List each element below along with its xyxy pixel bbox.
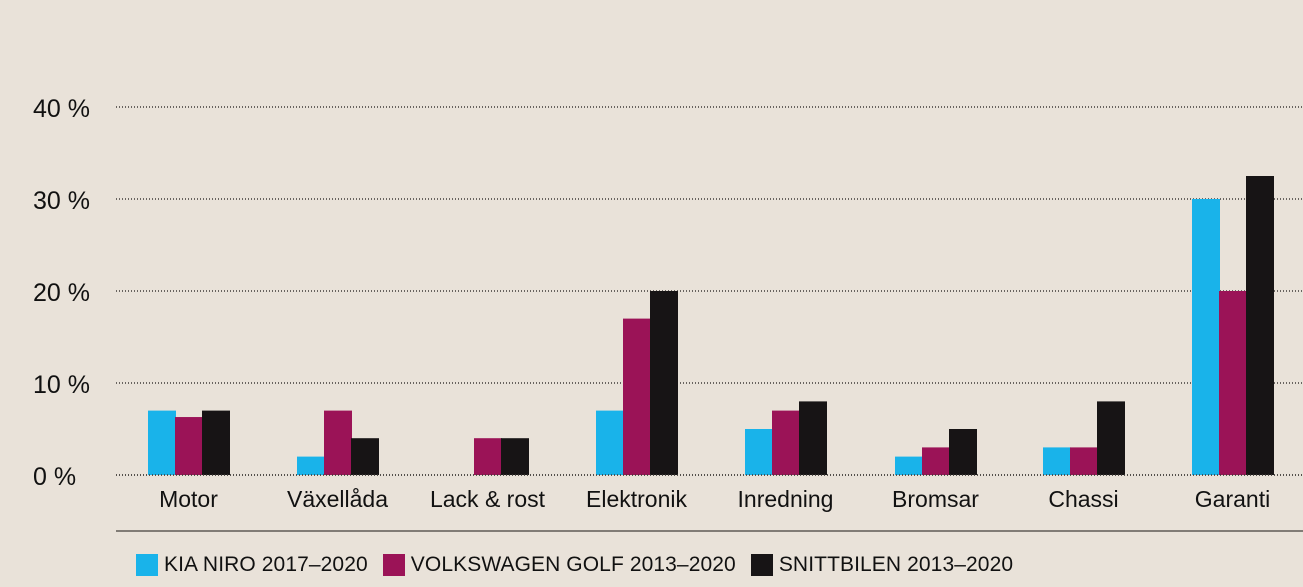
x-tick-label: Garanti xyxy=(1195,486,1270,512)
legend-item: VOLKSWAGEN GOLF 2013–2020 xyxy=(382,553,736,577)
bar xyxy=(1043,447,1071,475)
x-tick-label: Lack & rost xyxy=(430,486,546,512)
bar xyxy=(351,438,379,475)
x-tick-label: Bromsar xyxy=(892,486,979,512)
x-tick-label: Elektronik xyxy=(586,486,687,512)
bar xyxy=(799,401,827,475)
bar xyxy=(922,447,950,475)
legend-item: SNITTBILEN 2013–2020 xyxy=(750,553,1014,577)
bar xyxy=(650,291,678,475)
x-tick-label: Motor xyxy=(159,486,218,512)
bar xyxy=(1070,447,1098,475)
legend-label: KIA NIRO 2017–2020 xyxy=(164,553,368,576)
legend-swatch xyxy=(382,554,405,576)
bar xyxy=(623,318,651,475)
bar xyxy=(175,417,203,475)
bar xyxy=(949,429,977,475)
legend: KIA NIRO 2017–2020 VOLKSWAGEN GOLF 2013–2… xyxy=(136,551,1028,579)
y-tick-label: 20 % xyxy=(33,279,90,307)
bar xyxy=(596,410,624,475)
x-tick-label: Chassi xyxy=(1048,486,1118,512)
bar xyxy=(1219,291,1247,475)
bar xyxy=(474,438,502,475)
bar xyxy=(1246,176,1274,475)
legend-label: SNITTBILEN 2013–2020 xyxy=(778,553,1014,576)
bar xyxy=(1192,199,1220,475)
bar xyxy=(501,438,529,475)
legend-swatch xyxy=(136,554,158,576)
bar xyxy=(202,410,230,475)
legend-item: KIA NIRO 2017–2020 xyxy=(136,553,368,577)
bar xyxy=(324,410,352,475)
bar xyxy=(297,456,325,475)
x-tick-label: Växellåda xyxy=(287,486,388,512)
x-tick-label: Inredning xyxy=(738,486,834,512)
y-tick-label: 30 % xyxy=(33,187,90,215)
bar xyxy=(772,410,800,475)
legend-label: VOLKSWAGEN GOLF 2013–2020 xyxy=(410,553,736,576)
legend-swatch xyxy=(750,554,773,576)
bar xyxy=(745,429,773,475)
y-tick-label: 0 % xyxy=(33,463,76,491)
y-tick-label: 10 % xyxy=(33,371,90,399)
bar xyxy=(148,410,176,475)
bar xyxy=(1097,401,1125,475)
bar xyxy=(895,456,923,475)
y-tick-label: 40 % xyxy=(33,95,90,123)
